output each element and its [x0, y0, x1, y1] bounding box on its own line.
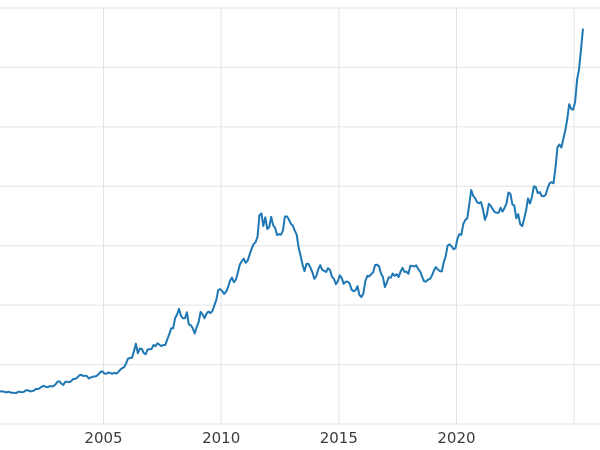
x-tick-label: 2010: [202, 429, 240, 447]
series-group: [0, 28, 584, 395]
x-tick-labels-group: 2005 2010 2015 2020: [84, 429, 475, 447]
x-tick-label: 2005: [84, 429, 122, 447]
gridlines-group: [0, 7, 600, 425]
x-tick-label: 2020: [437, 429, 475, 447]
price-line-series: [0, 28, 584, 395]
x-tick-label: 2015: [320, 429, 358, 447]
